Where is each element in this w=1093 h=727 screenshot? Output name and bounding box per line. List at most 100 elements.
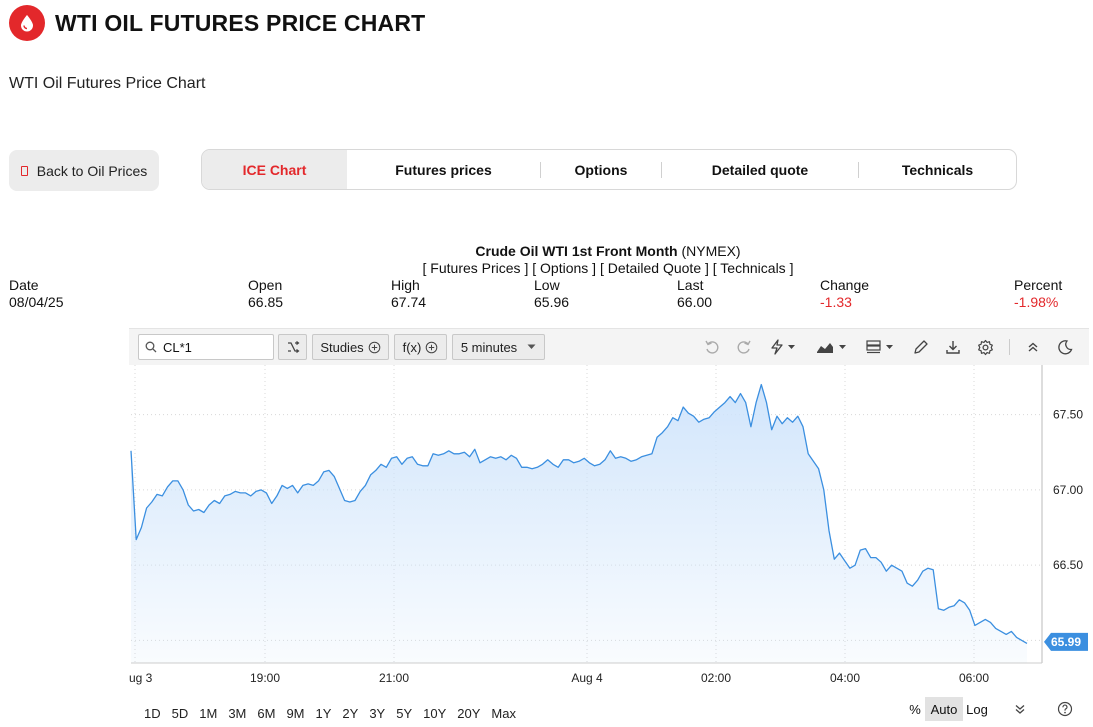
tab-technicals[interactable]: Technicals: [901, 161, 974, 178]
compare-button[interactable]: [278, 334, 307, 360]
x-tick-label: Aug 4: [571, 671, 603, 685]
chart-style-button[interactable]: [814, 337, 850, 357]
link-futures-prices[interactable]: [ Futures Prices ]: [422, 260, 529, 276]
download-icon: [946, 341, 960, 354]
stat-low: Low 65.96: [534, 277, 569, 311]
chart-tabs: ICE Chart Futures prices Options Detaile…: [201, 149, 1017, 190]
last-price-marker: [1044, 632, 1088, 651]
page-subtitle: WTI Oil Futures Price Chart: [9, 75, 206, 92]
redo-icon: [737, 340, 751, 354]
stat-last: Last 66.00: [677, 277, 712, 311]
page-title: WTI OIL FUTURES PRICE CHART: [55, 9, 426, 36]
x-tick-label: 02:00: [701, 671, 731, 685]
chart-toolbar: CL*1 Studies f(x) 5 minutes: [129, 328, 1089, 365]
range-button[interactable]: 1Y: [315, 705, 332, 721]
events-button[interactable]: [766, 337, 800, 357]
tab-ice-chart[interactable]: ICE Chart: [202, 150, 347, 189]
stat-open: Open 66.85: [248, 277, 283, 311]
symbol-value: CL*1: [163, 339, 192, 355]
oil-drop-icon: [9, 5, 45, 41]
x-tick-label: 19:00: [250, 671, 280, 685]
undo-icon: [705, 340, 719, 354]
chevron-double-down-icon: [1015, 705, 1025, 714]
settings-button[interactable]: [974, 337, 996, 357]
layout-button[interactable]: [865, 337, 897, 357]
page-header: WTI OIL FUTURES PRICE CHART: [9, 4, 425, 42]
stat-value: 66.00: [677, 294, 713, 310]
auto-scale-button[interactable]: Auto: [925, 697, 963, 721]
stat-percent: Percent -1.98%: [1014, 277, 1062, 311]
help-button[interactable]: [1054, 697, 1076, 721]
back-to-oil-prices-button[interactable]: Back to Oil Prices: [9, 150, 159, 191]
studies-button[interactable]: Studies: [312, 334, 389, 360]
tab-options[interactable]: Options: [574, 161, 628, 178]
lightning-icon: [771, 339, 795, 355]
expand-down-button[interactable]: [1009, 697, 1031, 721]
stat-value: 67.74: [391, 294, 427, 310]
layout-icon: [866, 340, 893, 354]
draw-icon: [914, 340, 928, 354]
range-button[interactable]: 3Y: [369, 705, 386, 721]
stat-label: Percent: [1014, 277, 1063, 293]
link-options[interactable]: [ Options ]: [532, 260, 597, 276]
redo-button[interactable]: [733, 337, 755, 357]
quote-title: Crude Oil WTI 1st Front Month (NYMEX): [0, 243, 1093, 259]
toolbar-separator: [1009, 339, 1010, 355]
plus-circle-icon: [368, 341, 380, 353]
price-area: [131, 384, 1027, 663]
stat-label: Last: [677, 277, 704, 293]
chevron-down-icon: [527, 344, 536, 349]
stat-label: Change: [820, 277, 870, 293]
stat-value: 08/04/25: [9, 294, 64, 310]
percent-scale-button[interactable]: %: [909, 701, 921, 717]
link-detailed-quote[interactable]: [ Detailed Quote ]: [599, 260, 709, 276]
range-selector: 1D 5D 1M 3M 6M 9M 1Y 2Y 3Y 5Y 10Y 20Y Max: [129, 700, 1089, 726]
range-button[interactable]: 1D: [144, 705, 161, 721]
symbol-search-input[interactable]: CL*1: [138, 334, 274, 360]
dark-mode-icon: [1058, 340, 1073, 355]
instrument-name: Crude Oil WTI 1st Front Month: [475, 243, 678, 259]
price-chart[interactable]: 67.50 67.00 66.50 65.99 ug 3 19:00 21:00 Aug 4 0…: [129, 365, 1089, 701]
stat-label: Low: [534, 277, 560, 293]
quote-links: [ Futures Prices ] [ Options ] [ Detaile…: [0, 260, 1093, 276]
dark-mode-button[interactable]: [1054, 337, 1076, 357]
undo-button[interactable]: [701, 337, 723, 357]
range-button[interactable]: 3M: [228, 705, 247, 721]
interval-value: 5 minutes: [460, 339, 518, 355]
range-button[interactable]: 5D: [171, 705, 189, 721]
x-tick-label: ug 3: [129, 671, 153, 685]
fx-button[interactable]: f(x): [394, 334, 447, 360]
tab-futures-prices[interactable]: Futures prices: [395, 161, 492, 178]
collapse-icon: [1028, 342, 1038, 352]
range-button[interactable]: Max: [491, 705, 516, 721]
range-button[interactable]: 1M: [199, 705, 218, 721]
draw-button[interactable]: [910, 337, 932, 357]
range-button[interactable]: 6M: [257, 705, 276, 721]
range-button[interactable]: 5Y: [396, 705, 413, 721]
download-button[interactable]: [942, 337, 964, 357]
stat-label: Date: [9, 277, 39, 293]
stat-label: Open: [248, 277, 283, 293]
stat-value: -1.33: [820, 294, 852, 310]
collapse-button[interactable]: [1022, 337, 1044, 357]
search-icon: [145, 341, 157, 353]
tab-detailed-quote[interactable]: Detailed quote: [711, 161, 809, 178]
back-icon: [20, 165, 28, 176]
last-price-label: 65.99: [1051, 635, 1081, 649]
interval-select[interactable]: 5 minutes: [452, 334, 545, 360]
range-button[interactable]: 20Y: [457, 705, 481, 721]
stat-value: -1.98%: [1014, 294, 1059, 310]
range-button[interactable]: 10Y: [423, 705, 447, 721]
range-button[interactable]: 2Y: [342, 705, 359, 721]
log-scale-button[interactable]: Log: [966, 701, 988, 717]
chart-widget: CL*1 Studies f(x) 5 minutes: [129, 328, 1089, 727]
tab-separator: [540, 161, 541, 178]
help-icon: [1057, 701, 1073, 717]
y-tick-label: 66.50: [1053, 558, 1083, 572]
link-technicals[interactable]: [ Technicals ]: [712, 260, 794, 276]
y-tick-label: 67.00: [1053, 483, 1083, 497]
stat-value: 65.96: [534, 294, 570, 310]
stat-label: High: [391, 277, 420, 293]
range-button[interactable]: 9M: [286, 705, 305, 721]
stat-date: Date 08/04/25: [9, 277, 64, 311]
